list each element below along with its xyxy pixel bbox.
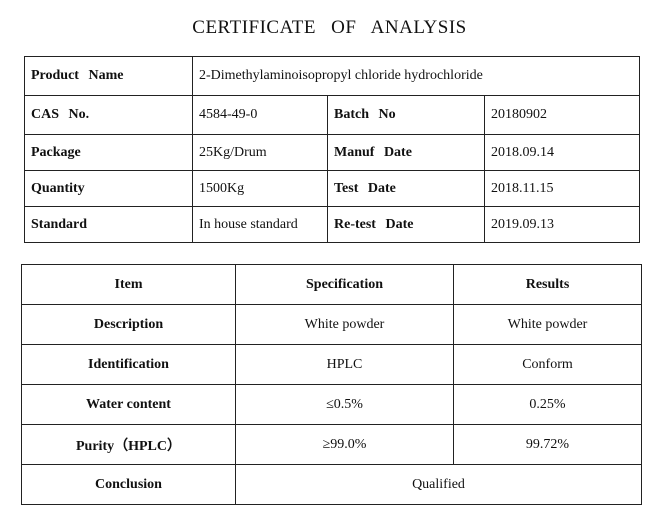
retest-date-value: 2019.09.13 xyxy=(483,206,641,243)
conclusion-row: Conclusion Qualified xyxy=(21,464,642,505)
test-date-value: 2018.11.15 xyxy=(483,170,641,207)
table-header-row: Item Specification Results xyxy=(21,264,642,305)
standard-value: In house standard xyxy=(192,206,328,243)
document-title: CERTIFICATE OF ANALYSIS xyxy=(192,17,467,38)
row-specification: ≥99.0% xyxy=(235,424,454,465)
table-row: Water content ≤0.5% 0.25% xyxy=(21,384,642,425)
quantity-label: Quantity xyxy=(24,170,193,207)
row-result: 99.72% xyxy=(453,424,642,465)
table-row: Identification HPLC Conform xyxy=(21,344,642,385)
product-name-label: Product Name xyxy=(24,56,193,96)
batch-label: Batch No xyxy=(327,95,485,135)
product-info-table: Product Name 2-Dimethylaminoisopropyl ch… xyxy=(24,56,641,243)
header-specification: Specification xyxy=(235,264,454,305)
row-result: Conform xyxy=(453,344,642,385)
test-date-label: Test Date xyxy=(327,170,485,207)
table-row: Description White powder White powder xyxy=(21,304,642,345)
row-specification: HPLC xyxy=(235,344,454,385)
test-results-table: Item Specification Results Description W… xyxy=(21,264,642,505)
conclusion-value: Qualified xyxy=(235,464,642,505)
table-row: CAS No. 4584-49-0 Batch No 20180902 xyxy=(24,95,641,135)
quantity-value: 1500Kg xyxy=(192,170,328,207)
table-row: Package 25Kg/Drum Manuf Date 2018.09.14 xyxy=(24,134,641,171)
standard-label: Standard xyxy=(24,206,193,243)
manuf-date-label: Manuf Date xyxy=(327,134,485,171)
header-results: Results xyxy=(453,264,642,305)
row-result: White powder xyxy=(453,304,642,345)
row-item: Identification xyxy=(21,344,236,385)
package-value: 25Kg/Drum xyxy=(192,134,328,171)
row-specification: ≤0.5% xyxy=(235,384,454,425)
package-label: Package xyxy=(24,134,193,171)
row-item: Purity（HPLC） xyxy=(21,424,236,465)
cas-value: 4584-49-0 xyxy=(192,95,328,135)
conclusion-label: Conclusion xyxy=(21,464,236,505)
row-specification: White powder xyxy=(235,304,454,345)
row-item: Description xyxy=(21,304,236,345)
product-name-value: 2-Dimethylaminoisopropyl chloride hydroc… xyxy=(191,56,641,96)
cas-label: CAS No. xyxy=(24,95,193,135)
row-result: 0.25% xyxy=(453,384,642,425)
table-row: Quantity 1500Kg Test Date 2018.11.15 xyxy=(24,170,641,207)
retest-date-label: Re-test Date xyxy=(327,206,485,243)
table-row: Standard In house standard Re-test Date … xyxy=(24,206,641,243)
manuf-date-value: 2018.09.14 xyxy=(483,134,641,171)
table-row: Purity（HPLC） ≥99.0% 99.72% xyxy=(21,424,642,465)
header-item: Item xyxy=(21,264,236,305)
table-row: Product Name 2-Dimethylaminoisopropyl ch… xyxy=(24,56,641,96)
batch-value: 20180902 xyxy=(483,95,641,135)
row-item: Water content xyxy=(21,384,236,425)
